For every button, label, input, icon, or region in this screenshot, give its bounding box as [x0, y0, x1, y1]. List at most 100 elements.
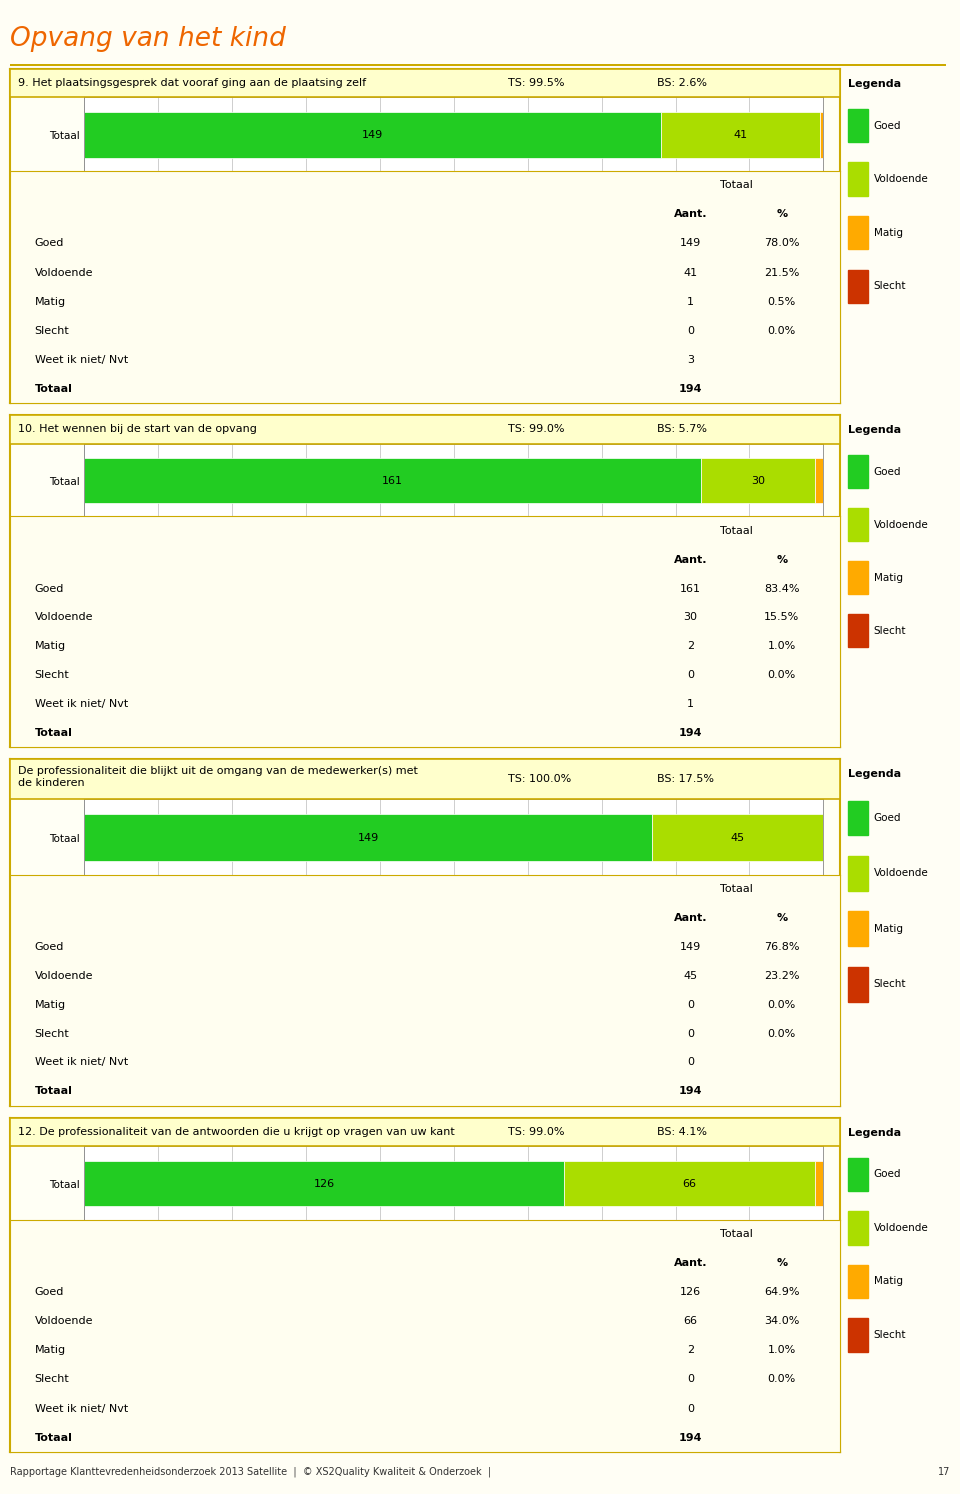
Text: Slecht: Slecht [874, 1330, 906, 1340]
Text: 2: 2 [687, 641, 694, 651]
Text: 149: 149 [680, 943, 701, 952]
Text: 1: 1 [687, 699, 694, 708]
Text: 41: 41 [684, 267, 698, 278]
Text: 2: 2 [687, 1346, 694, 1355]
Text: 1.0%: 1.0% [768, 1346, 796, 1355]
Text: 17: 17 [938, 1467, 950, 1476]
Text: Slecht: Slecht [874, 626, 906, 636]
Text: Slecht: Slecht [874, 281, 906, 291]
Text: 0: 0 [687, 1403, 694, 1413]
Text: Totaal: Totaal [720, 884, 753, 895]
Text: Voldoende: Voldoende [35, 971, 93, 982]
Text: 126: 126 [680, 1288, 701, 1297]
Text: 149: 149 [680, 239, 701, 248]
Text: TS: 99.0%: TS: 99.0% [508, 1126, 564, 1137]
Text: Goed: Goed [874, 1170, 901, 1179]
Text: Voldoende: Voldoende [874, 175, 928, 184]
Text: Matig: Matig [35, 641, 65, 651]
Text: BS: 17.5%: BS: 17.5% [658, 774, 714, 784]
Text: 15.5%: 15.5% [764, 613, 800, 623]
Text: %: % [777, 913, 787, 923]
Text: 0.0%: 0.0% [768, 669, 796, 680]
Text: 126: 126 [314, 1179, 335, 1189]
Text: 12. De professionaliteit van de antwoorden die u krijgt op vragen van uw kant: 12. De professionaliteit van de antwoord… [18, 1126, 455, 1137]
Text: 0: 0 [687, 1374, 694, 1385]
Text: Voldoende: Voldoende [874, 1224, 928, 1233]
Bar [84, 459, 701, 503]
Bar [84, 112, 660, 157]
Text: Totaal: Totaal [720, 1230, 753, 1239]
Text: Matig: Matig [874, 923, 902, 934]
Text: Weet ik niet/ Nvt: Weet ik niet/ Nvt [35, 354, 128, 365]
Text: 161: 161 [680, 584, 701, 593]
Text: 0.0%: 0.0% [768, 1028, 796, 1038]
Bar [849, 967, 868, 1001]
Text: 3: 3 [687, 354, 694, 365]
Text: 10. Het wennen bij de start van de opvang: 10. Het wennen bij de start van de opvan… [18, 424, 256, 435]
Text: Slecht: Slecht [35, 1374, 69, 1385]
Bar [849, 856, 868, 890]
Bar [849, 1318, 868, 1352]
Text: 1: 1 [687, 297, 694, 306]
Text: Goed: Goed [874, 813, 901, 823]
Text: Totaal: Totaal [35, 1086, 72, 1097]
Text: 0: 0 [687, 1028, 694, 1038]
Text: 21.5%: 21.5% [764, 267, 800, 278]
Bar [701, 459, 815, 503]
Text: %: % [777, 1258, 787, 1268]
Bar [849, 508, 868, 541]
Text: 194: 194 [679, 384, 703, 394]
Text: 45: 45 [731, 832, 745, 843]
Text: Legenda: Legenda [849, 1128, 901, 1137]
Text: Legenda: Legenda [849, 79, 901, 88]
Text: Voldoende: Voldoende [35, 267, 93, 278]
Text: %: % [777, 554, 787, 565]
Bar [564, 1161, 815, 1206]
Text: 45: 45 [684, 971, 698, 982]
Text: Matig: Matig [874, 227, 902, 238]
Bar [849, 269, 868, 303]
Text: TS: 100.0%: TS: 100.0% [508, 774, 571, 784]
Text: 66: 66 [683, 1179, 697, 1189]
Text: TS: 99.5%: TS: 99.5% [508, 78, 564, 88]
Text: De professionaliteit die blijkt uit de omgang van de medewerker(s) met
de kinder: De professionaliteit die blijkt uit de o… [18, 766, 418, 789]
Bar [849, 456, 868, 489]
Text: Matig: Matig [35, 297, 65, 306]
Text: Matig: Matig [874, 572, 902, 583]
Text: 194: 194 [679, 1086, 703, 1097]
Text: Goed: Goed [35, 239, 64, 248]
Text: Totaal: Totaal [720, 526, 753, 536]
Text: Aant.: Aant. [674, 913, 708, 923]
Text: Voldoende: Voldoende [874, 868, 928, 878]
Text: BS: 2.6%: BS: 2.6% [658, 78, 708, 88]
Text: Totaal: Totaal [35, 1433, 72, 1443]
Text: Aant.: Aant. [674, 554, 708, 565]
Bar [652, 814, 824, 862]
Text: BS: 5.7%: BS: 5.7% [658, 424, 708, 435]
Text: 194: 194 [679, 728, 703, 738]
Text: Goed: Goed [874, 121, 901, 130]
Text: 78.0%: 78.0% [764, 239, 800, 248]
Bar [849, 614, 868, 647]
Text: Voldoende: Voldoende [35, 1316, 93, 1327]
Text: 30: 30 [684, 613, 698, 623]
Bar [849, 163, 868, 196]
Bar [849, 217, 868, 249]
Text: 149: 149 [357, 832, 379, 843]
Text: 149: 149 [362, 130, 383, 140]
Bar [849, 1265, 868, 1298]
Text: Totaal: Totaal [720, 181, 753, 190]
Text: 1.0%: 1.0% [768, 641, 796, 651]
Text: 34.0%: 34.0% [764, 1316, 800, 1327]
Text: Aant.: Aant. [674, 209, 708, 220]
Text: 76.8%: 76.8% [764, 943, 800, 952]
Bar [849, 109, 868, 142]
Text: Slecht: Slecht [35, 669, 69, 680]
Bar [849, 801, 868, 835]
Text: Opvang van het kind: Opvang van het kind [10, 25, 285, 52]
Bar [849, 911, 868, 946]
Text: 64.9%: 64.9% [764, 1288, 800, 1297]
Text: Voldoende: Voldoende [874, 520, 928, 530]
Text: Weet ik niet/ Nvt: Weet ik niet/ Nvt [35, 699, 128, 708]
Text: Totaal: Totaal [35, 384, 72, 394]
